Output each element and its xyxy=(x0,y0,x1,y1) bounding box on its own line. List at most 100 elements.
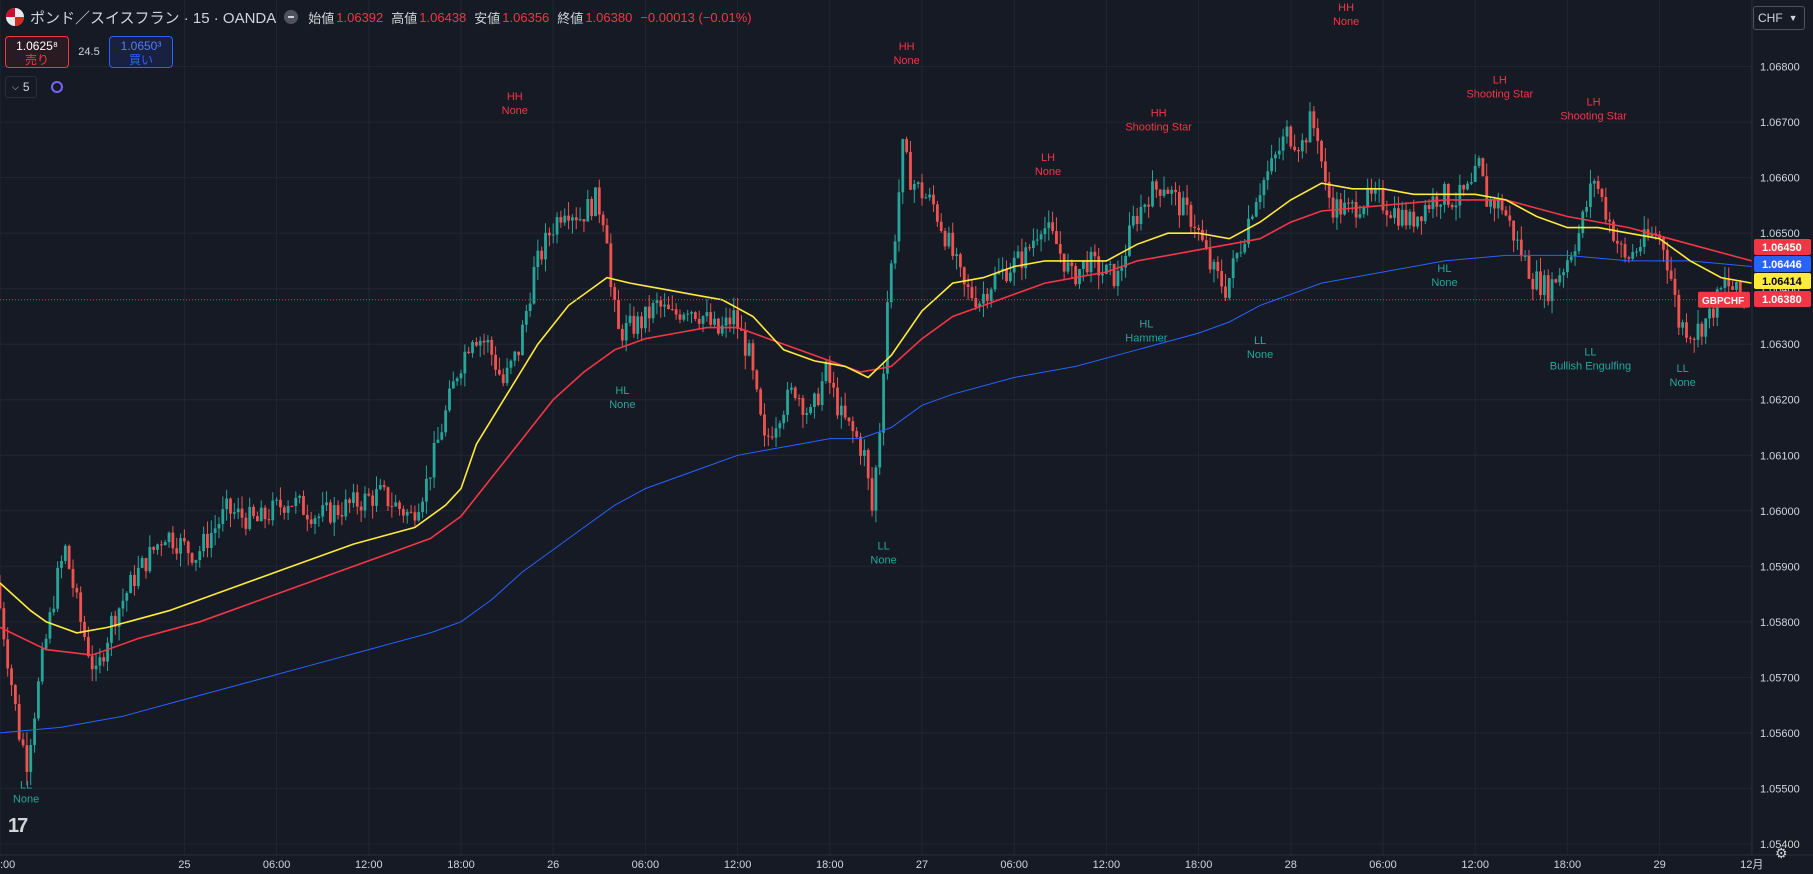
currency-select[interactable]: CHF ▼ xyxy=(1753,6,1805,30)
candle-body xyxy=(352,492,355,504)
candle-body xyxy=(1235,253,1239,259)
candle-body xyxy=(1635,251,1638,253)
candle-body xyxy=(567,215,570,221)
candle-body xyxy=(263,507,267,520)
candle-body xyxy=(1566,260,1569,273)
candle-body xyxy=(1412,211,1416,227)
candle-body xyxy=(1162,189,1166,196)
indicators-toggle-button[interactable]: ⌵ 5 xyxy=(5,76,37,98)
candle-body xyxy=(659,300,663,307)
candle-body xyxy=(463,351,467,374)
time-tick-label: 06:00 xyxy=(263,859,291,871)
candle-body xyxy=(1650,233,1654,237)
candle-body xyxy=(843,405,847,418)
candle-body xyxy=(693,312,697,319)
candle-body xyxy=(1051,222,1055,232)
candle-body xyxy=(359,506,363,511)
candle-body xyxy=(893,241,897,264)
low-label: 安値 xyxy=(474,10,501,26)
candle-body xyxy=(1681,322,1685,328)
sell-button[interactable]: 1.0625⁸ 売り xyxy=(5,36,69,68)
candle-body xyxy=(797,398,801,400)
candle-body xyxy=(1212,261,1216,270)
candle-body xyxy=(889,263,893,303)
candle-body xyxy=(1258,195,1262,203)
swing-label-type: LL xyxy=(1677,363,1689,375)
candle-body xyxy=(1423,204,1427,222)
candle-body xyxy=(928,194,932,198)
candle-body xyxy=(1281,136,1285,151)
candle-body xyxy=(878,432,882,468)
candle-body xyxy=(1177,192,1181,216)
candle-body xyxy=(647,306,651,319)
candle-body xyxy=(851,421,855,432)
candle-body xyxy=(1477,158,1481,166)
candle-body xyxy=(763,414,766,436)
tradingview-logo-icon[interactable]: 17 xyxy=(8,815,28,837)
candle-body xyxy=(25,745,29,772)
swing-label-pattern: Bullish Engulfing xyxy=(1550,360,1631,372)
time-tick-label: :00 xyxy=(0,859,15,871)
candle-body xyxy=(847,417,851,422)
candle-body xyxy=(1016,251,1020,258)
swing-label: LH Shooting Star xyxy=(1560,96,1627,122)
candle-body xyxy=(1700,323,1704,337)
candle-body xyxy=(1354,202,1358,218)
candle-body xyxy=(1615,240,1619,244)
candle-body xyxy=(440,432,444,440)
candle-body xyxy=(640,316,643,329)
candle-body xyxy=(559,217,563,223)
candle-body xyxy=(1569,256,1573,261)
candle-body xyxy=(886,302,889,374)
candle-body xyxy=(751,343,755,371)
price-tag-bg xyxy=(1754,291,1811,307)
high-label: 高値 xyxy=(391,10,418,26)
candle-body xyxy=(290,505,294,507)
candle-body xyxy=(571,217,574,221)
symbol-header: ポンド／スイスフラン · 15 · OANDA 始値 1.06392 高値 1.06… xyxy=(0,0,760,34)
candle-body xyxy=(935,204,939,222)
candle-body xyxy=(494,354,497,370)
price-tick-label: 1.05900 xyxy=(1760,561,1800,573)
candle-body xyxy=(1204,240,1208,249)
candle-body xyxy=(920,182,924,199)
time-axis xyxy=(0,855,1813,874)
candle-body xyxy=(1066,262,1070,272)
candle-body xyxy=(474,342,478,346)
candle-body xyxy=(1143,204,1147,207)
candle-body xyxy=(1097,256,1101,276)
ema-fast-line xyxy=(0,182,1752,634)
candle-body xyxy=(401,508,405,516)
gear-icon[interactable]: ⚙ xyxy=(1775,845,1788,861)
time-tick-label: 29 xyxy=(1653,859,1665,871)
candle-body xyxy=(232,512,236,514)
close-value: 1.06380 xyxy=(585,9,633,25)
candle-body xyxy=(536,250,540,268)
candle-body xyxy=(1523,256,1527,258)
time-tick-label: 06:00 xyxy=(632,859,660,871)
candle-body xyxy=(1546,275,1550,302)
candle-body xyxy=(444,410,448,433)
candle-body xyxy=(1135,216,1139,224)
buy-button[interactable]: 1.0650³ 買い xyxy=(109,36,173,68)
candle-body xyxy=(951,232,955,256)
chevron-down-icon: ⌵ xyxy=(12,81,19,92)
candle-body xyxy=(1723,278,1727,288)
swing-label-type: LL xyxy=(1584,346,1596,358)
candle-body xyxy=(451,381,455,389)
time-tick-label: 26 xyxy=(547,859,559,871)
candle-body xyxy=(302,495,305,515)
candle-body xyxy=(966,284,970,287)
candle-body xyxy=(774,428,778,438)
candle-body xyxy=(674,309,678,315)
symbol-title[interactable]: ポンド／スイスフラン · 15 · OANDA xyxy=(30,9,277,27)
price-tick-label: 1.06800 xyxy=(1760,62,1800,74)
candle-body xyxy=(628,315,632,323)
market-status-icon[interactable] xyxy=(284,10,299,24)
candle-body xyxy=(63,545,67,561)
candle-body xyxy=(1243,243,1247,253)
candle-body xyxy=(816,393,820,405)
candle-body xyxy=(1185,197,1189,205)
pair-flag-icon xyxy=(6,8,24,26)
